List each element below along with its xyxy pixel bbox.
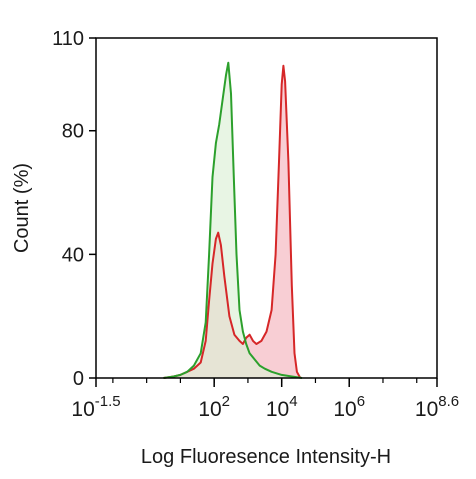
x-tick-label: 102 [198, 393, 230, 421]
x-tick-label: 106 [333, 393, 365, 421]
x-tick-label: 104 [266, 393, 298, 421]
axes: 0 40 80 110 10-1.5 102 104 106 108.6 [52, 28, 459, 421]
series-1-area [163, 65, 301, 379]
y-tick-label: 0 [73, 368, 84, 390]
plot-frame [95, 37, 438, 379]
plot-area [163, 61, 303, 379]
y-tick-label: 110 [52, 28, 84, 50]
y-tick-label: 80 [62, 121, 84, 143]
series-2-line [163, 61, 303, 379]
x-tick-label: 10-1.5 [71, 393, 120, 421]
x-axis-label: Log Fluoresence Intensity-H [141, 446, 391, 468]
y-tick-label: 40 [62, 244, 84, 266]
x-tick-label: 108.6 [415, 393, 459, 421]
series-2-area [163, 62, 302, 378]
y-axis-label: Count (%) [11, 163, 33, 253]
